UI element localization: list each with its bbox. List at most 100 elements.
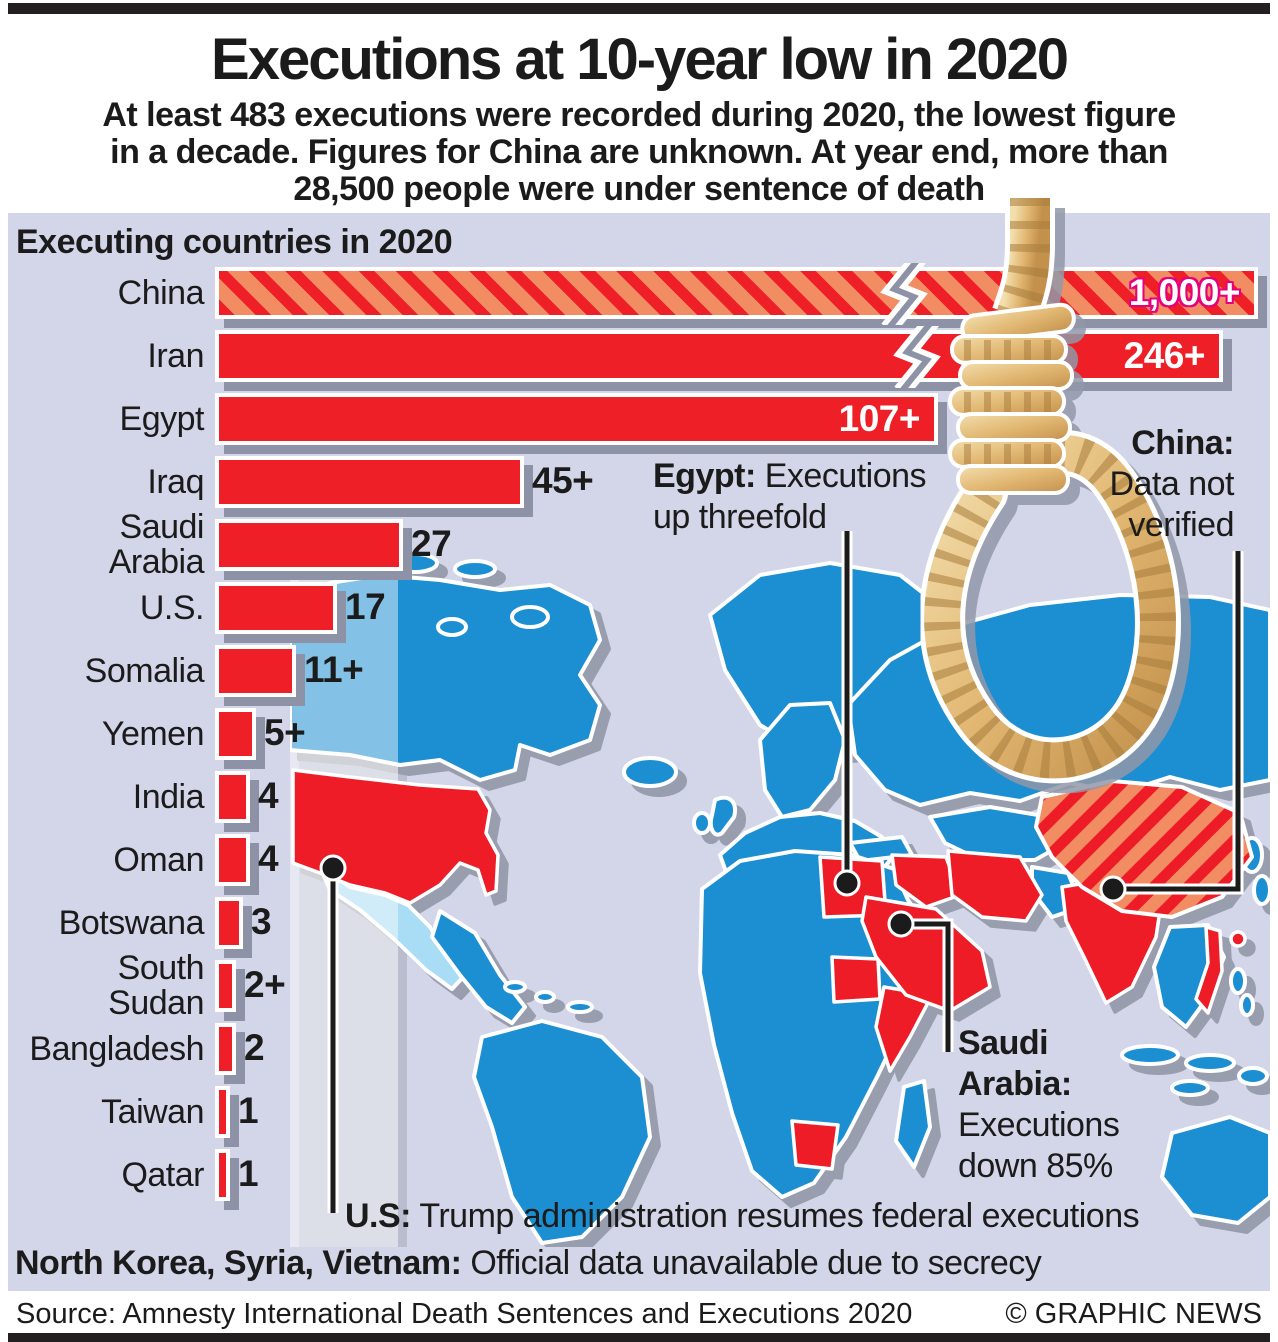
map-iran-red [946, 849, 1044, 923]
map-caribbean [534, 990, 556, 1004]
china-callout-bold: China: [1131, 424, 1234, 462]
map-botswana-red [790, 1119, 840, 1171]
bar-value-somalia: 11+ [304, 649, 364, 690]
map-japan [1252, 874, 1270, 906]
bar-value-china: 1,000+ [1128, 272, 1241, 313]
bar-india [215, 771, 250, 823]
china-callout-note: China: Data not verified [1109, 424, 1234, 544]
bar-category-label-india: India [132, 777, 205, 816]
bar-row-yemen: Yemen 5+ [8, 708, 1270, 760]
bar-value-yemen: 5+ [264, 712, 306, 753]
top-rule [8, 3, 1270, 14]
map-scandinavia [758, 701, 847, 819]
map-ireland [692, 811, 712, 835]
bar-egypt: 107+ [215, 393, 938, 445]
bar-value-saudi-arabia: 27 [411, 523, 452, 564]
page-subtitle: At least 483 executions were recorded du… [102, 96, 1176, 208]
map-taiwan-red [1229, 930, 1247, 948]
map-caribbean [566, 1000, 594, 1014]
bar-value-oman: 4 [258, 838, 279, 879]
map-syria-iraq-red [890, 853, 962, 909]
bar-category-label-somalia: Somalia [84, 651, 205, 690]
map-indonesia [1237, 1066, 1269, 1086]
bottom-rule [8, 1333, 1270, 1342]
bar-iraq [215, 456, 524, 508]
bar-row-qatar: Qatar 1 [8, 1149, 1270, 1201]
bar-value-bangladesh: 2 [244, 1027, 265, 1068]
map-fade-overlay [290, 555, 398, 1247]
bar-value-us: 17 [345, 586, 386, 627]
bar-botswana [215, 897, 243, 949]
bar-row-botswana: Botswana 3 [8, 897, 1270, 949]
bar-category-label-south-sudan: South Sudan [108, 949, 204, 1022]
saudi-callout-bold: Saudi [958, 1024, 1049, 1062]
us-callout-note: U.S: Trump administration resumes federa… [345, 1197, 1140, 1235]
bar-row-somalia: Somalia 11+ [8, 645, 1270, 697]
bar-value-india: 4 [258, 775, 279, 816]
map-indonesia [1184, 1053, 1236, 1073]
bar-category-label-iraq: Iraq [147, 462, 204, 501]
bar-category-label-botswana: Botswana [58, 903, 205, 942]
bar-category-label-yemen: Yemen [101, 714, 205, 753]
bar-category-label-oman: Oman [113, 840, 204, 879]
map-caribbean [503, 980, 527, 994]
egypt-callout-bold: Egypt: [653, 457, 756, 495]
bar-row-us: U.S. 17 [8, 582, 1270, 634]
saudi-callout-note: Saudi Arabia: Executions down 85% [958, 1024, 1120, 1185]
bar-category-label-taiwan: Taiwan [101, 1092, 204, 1131]
bar-oman [215, 834, 250, 886]
bar-row-saudi-arabia: Saudi Arabia 27 [8, 510, 1270, 580]
bar-row-oman: Oman 4 [8, 834, 1270, 886]
credit-text: © GRAPHIC NEWS [1005, 1298, 1262, 1330]
bar-value-south-sudan: 2+ [244, 964, 286, 1005]
map-indonesia [1120, 1044, 1180, 1066]
graphic-panel: Executing countries in 2020 China 1,000+ I… [8, 198, 1270, 1291]
page-title: Executions at 10-year low in 2020 [211, 27, 1069, 92]
source-strip: Source: Amnesty International Death Sent… [8, 1291, 1270, 1333]
bar-value-taiwan: 1 [238, 1090, 259, 1131]
bar-qatar [215, 1149, 230, 1201]
bar-value-botswana: 3 [251, 901, 272, 942]
source-text: Source: Amnesty International Death Sent… [16, 1298, 913, 1330]
map-arctic-island [510, 605, 550, 629]
bar-category-label-iran: Iran [147, 336, 204, 375]
map-philippines [1239, 993, 1255, 1017]
bar-category-label-egypt: Egypt [119, 399, 205, 438]
footnote-bold: North Korea, Syria, Vietnam: [15, 1244, 462, 1282]
map-iceland [622, 756, 678, 788]
bar-value-iran: 246+ [1123, 335, 1206, 376]
bar-row-south-sudan: South Sudan 2+ [8, 949, 1270, 1022]
noose-rope-illustration [919, 198, 1181, 784]
map-australia [1160, 1115, 1270, 1225]
footnote: North Korea, Syria, Vietnam: Official da… [15, 1244, 1042, 1282]
map-south-america [472, 1019, 652, 1245]
map-madagascar [894, 1079, 932, 1169]
map-philippines [1229, 967, 1247, 995]
egypt-callout-note: Egypt: Executions up threefold [653, 457, 927, 536]
bar-row-iraq: Iraq 45+ [8, 456, 1270, 508]
map-arctic-island [436, 617, 468, 637]
bar-taiwan [215, 1086, 230, 1138]
bar-row-egypt: Egypt 107+ [8, 393, 1270, 445]
bar-value-egypt: 107+ [838, 398, 921, 439]
bar-row-india: India 4 [8, 771, 1270, 823]
us-callout-bold: U.S: [345, 1197, 412, 1235]
bar-category-label-us: U.S. [139, 588, 205, 627]
bar-row-taiwan: Taiwan 1 [8, 1086, 1270, 1138]
bar-category-label-china: China [117, 273, 205, 312]
bar-bangladesh [215, 1023, 236, 1075]
bar-value-iraq: 45+ [532, 460, 594, 501]
bar-row-bangladesh: Bangladesh 2 [8, 1023, 1270, 1075]
bar-value-qatar: 1 [238, 1153, 259, 1194]
bar-yemen [215, 708, 256, 760]
bar-us [215, 582, 337, 634]
bar-category-label-qatar: Qatar [121, 1155, 204, 1194]
bar-saudi-arabia [215, 519, 403, 571]
bar-chart: China 1,000+ Iran 246+ Egypt 107+ Iraq 45+ Saudi… [8, 213, 1270, 1291]
bar-somalia [215, 645, 296, 697]
bar-south-sudan [215, 960, 236, 1012]
bar-category-label-bangladesh: Bangladesh [29, 1029, 204, 1068]
map-central-america [430, 909, 527, 1025]
map-vietnam-red [1194, 925, 1224, 1015]
